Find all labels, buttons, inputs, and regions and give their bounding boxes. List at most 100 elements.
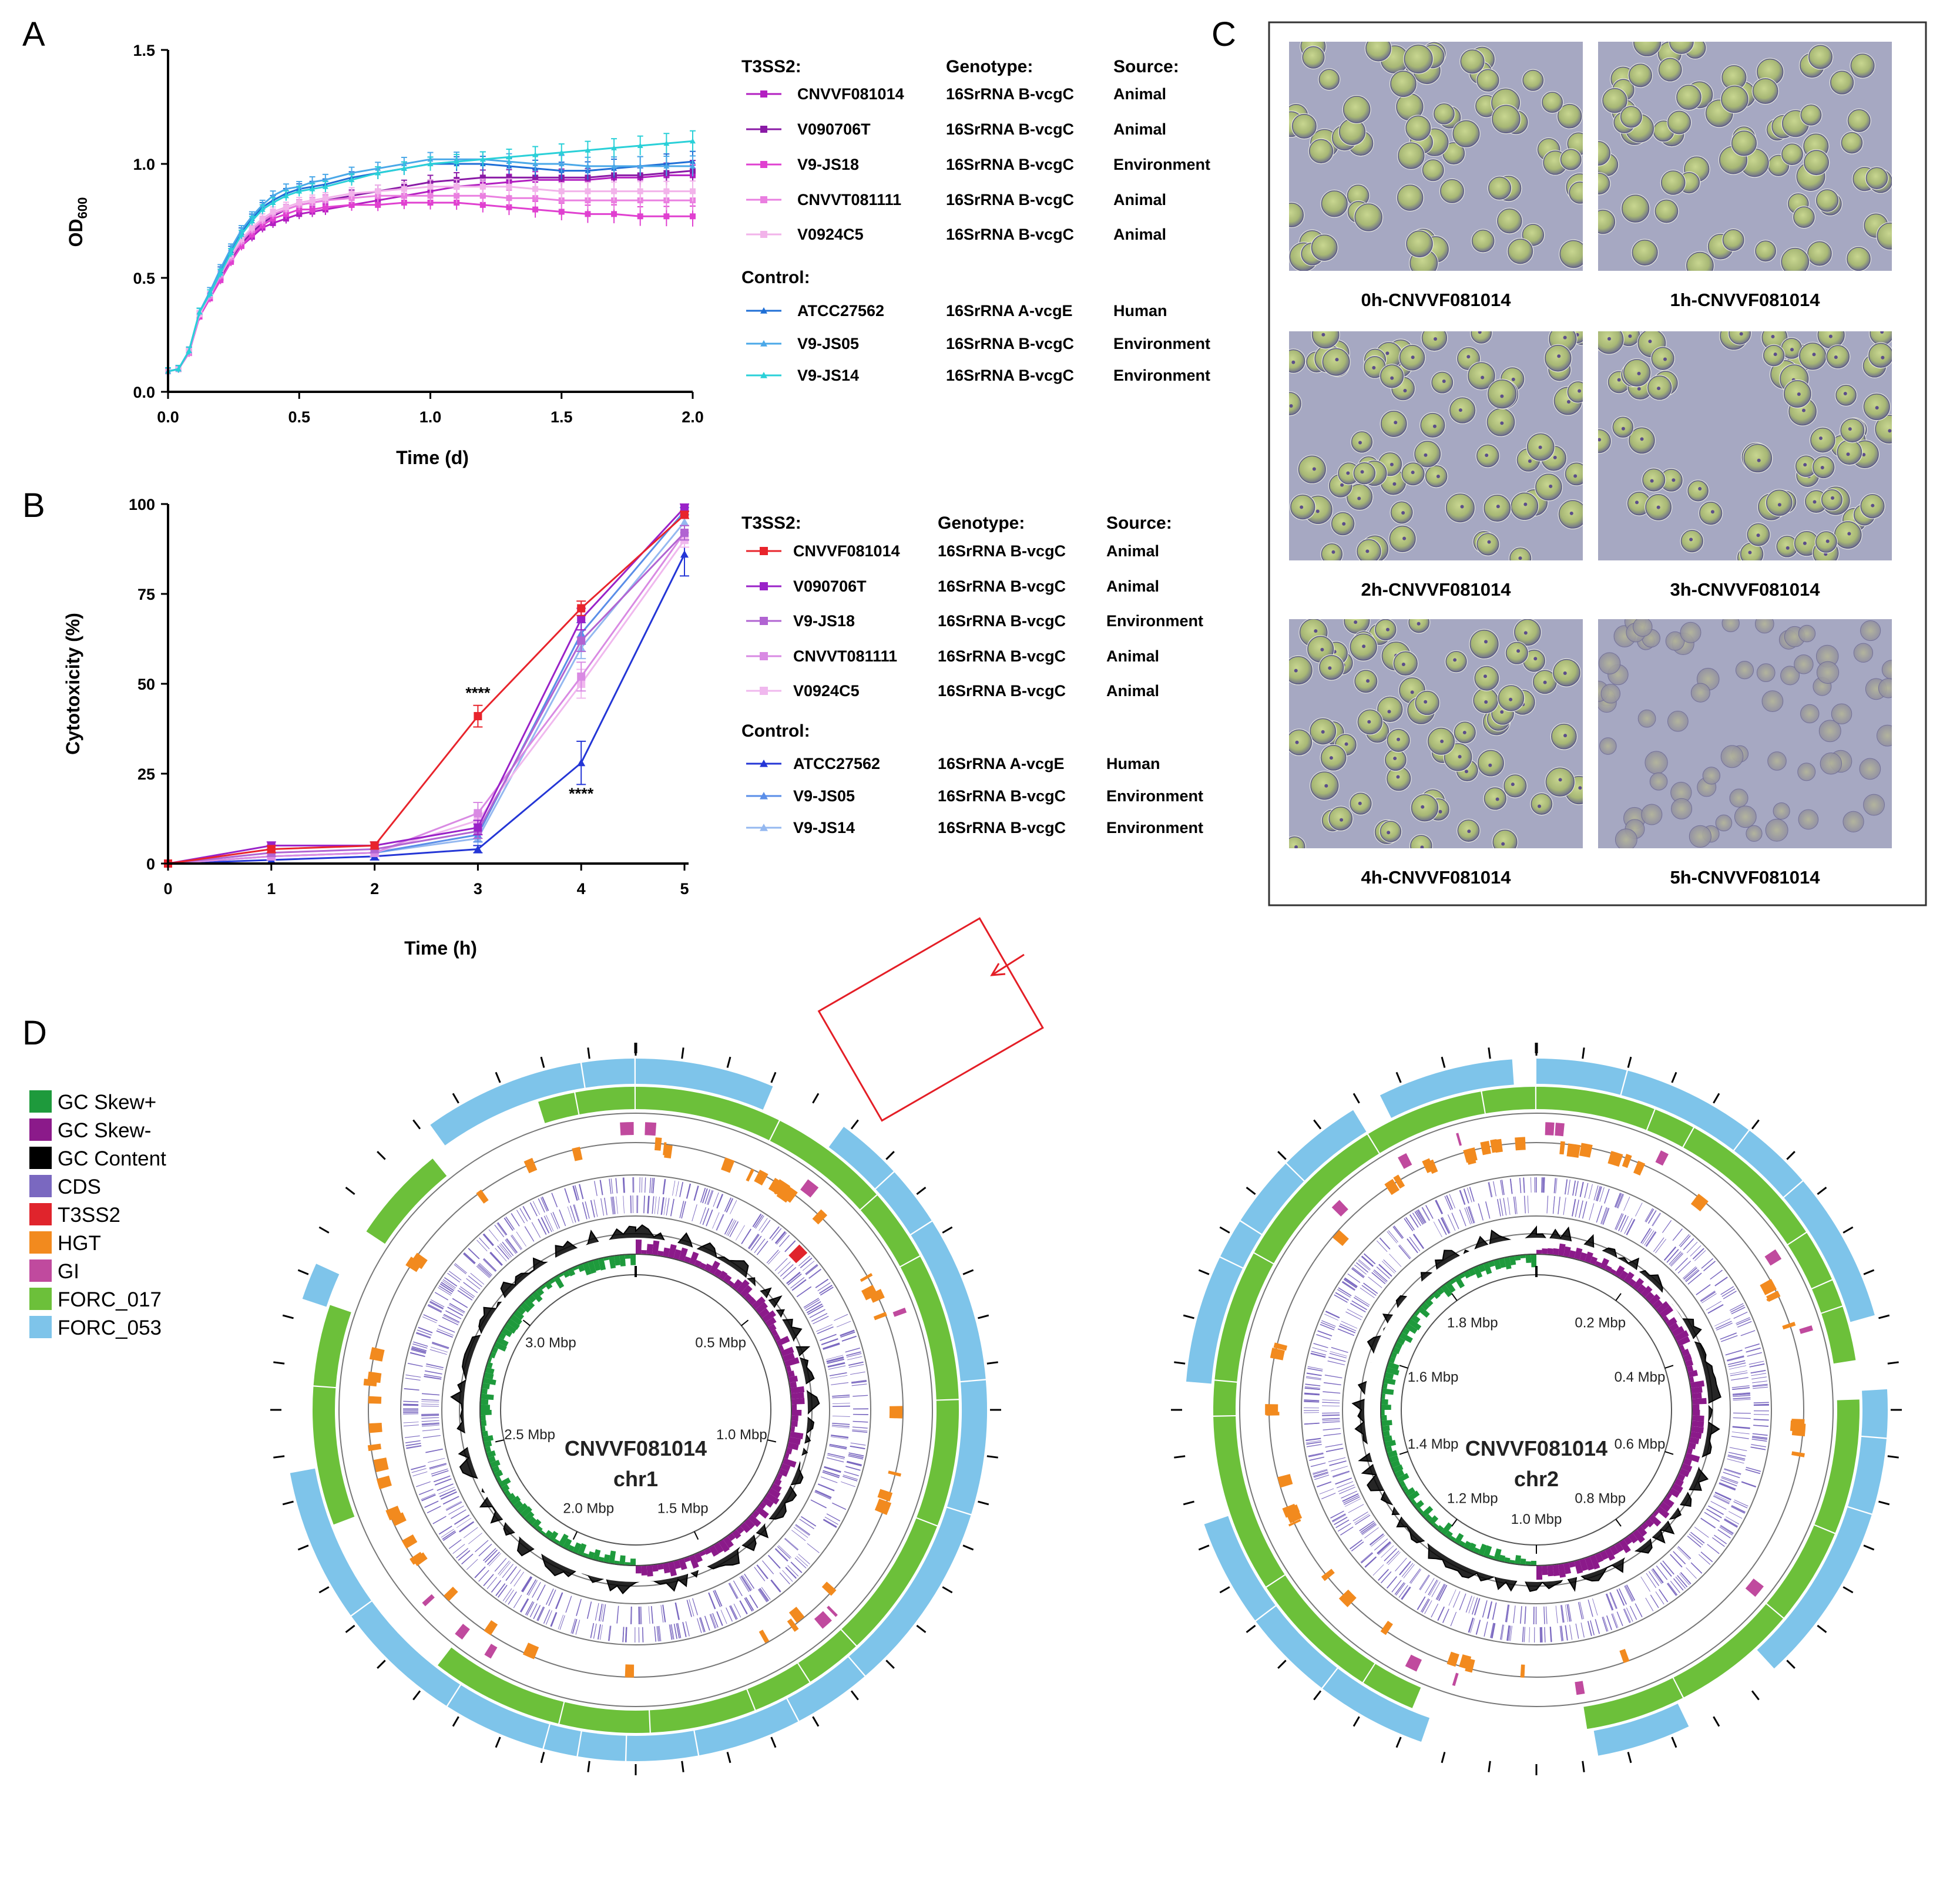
cds-feature	[538, 1198, 545, 1213]
gc-skew-negative	[1674, 1330, 1689, 1342]
lysed-cell	[1820, 753, 1842, 775]
cds-feature	[679, 1182, 684, 1197]
cds-feature	[795, 1524, 811, 1536]
cds-feature	[1368, 1277, 1382, 1288]
cds-feature	[847, 1356, 862, 1361]
gc-skew-positive	[1413, 1309, 1420, 1316]
cds-feature	[805, 1264, 818, 1275]
micrograph-4	[1289, 619, 1583, 848]
cds-feature	[1322, 1421, 1340, 1423]
cds-feature	[1388, 1551, 1401, 1566]
cds-feature	[525, 1601, 533, 1615]
cds-feature	[848, 1364, 864, 1368]
cds-feature	[1313, 1469, 1328, 1475]
gc-skew-negative	[1615, 1265, 1625, 1278]
cell	[1354, 670, 1378, 693]
cds-feature	[510, 1569, 521, 1584]
cds-feature	[699, 1617, 704, 1633]
cds-feature	[1361, 1553, 1373, 1564]
legend-genotype: 16SrRNA B-vcgC	[938, 577, 1066, 595]
cell	[1405, 115, 1431, 141]
cell	[1397, 184, 1424, 211]
cds-feature	[791, 1279, 807, 1291]
legend-marker	[760, 196, 767, 203]
lysed-cell	[1615, 828, 1637, 848]
gc-skew-positive	[509, 1314, 522, 1325]
gc-skew-negative	[788, 1375, 798, 1383]
ring-forc017	[313, 1386, 355, 1525]
cds-feature	[641, 1177, 643, 1193]
legend-col-source: Source:	[1113, 57, 1179, 76]
outer-tick	[273, 1361, 285, 1365]
gc-skew-negative	[1684, 1453, 1700, 1463]
x-tick-label: 2.0	[682, 408, 704, 426]
outer-tick	[986, 1455, 998, 1459]
ring-forc017	[538, 1093, 579, 1123]
cell-granule	[1432, 424, 1437, 428]
cds-feature	[1730, 1370, 1747, 1375]
data-point	[637, 142, 643, 148]
cell	[1620, 106, 1642, 128]
cell-granule	[1790, 348, 1794, 352]
cds-feature	[542, 1196, 549, 1211]
cds-feature	[852, 1429, 868, 1432]
cell-granule	[1421, 805, 1425, 809]
series-line	[167, 554, 686, 865]
cds-feature	[443, 1496, 459, 1505]
cds-feature	[1732, 1387, 1750, 1390]
ring-forc053	[1593, 1704, 1689, 1756]
outer-tick	[540, 1752, 545, 1764]
legend-source: Human	[1106, 755, 1160, 772]
cds-feature	[502, 1563, 514, 1578]
cds-feature	[483, 1233, 494, 1246]
cds-feature	[1329, 1460, 1347, 1466]
legend-source: Animal	[1106, 682, 1159, 700]
ring-forc053	[764, 1087, 843, 1147]
scale-tick	[1615, 1293, 1622, 1301]
cds-feature	[1484, 1621, 1488, 1637]
data-point	[558, 149, 565, 155]
cell-granule	[1875, 406, 1879, 410]
cds-feature	[511, 1213, 520, 1227]
cds-feature	[421, 1423, 439, 1426]
cell	[1865, 167, 1888, 190]
cds-feature	[441, 1492, 457, 1500]
cds-feature	[1328, 1457, 1346, 1463]
cds-feature	[1496, 1198, 1501, 1217]
cds-feature	[1428, 1579, 1438, 1596]
cds-feature	[694, 1185, 699, 1201]
cds-feature	[1667, 1583, 1678, 1596]
cds-feature	[807, 1305, 824, 1315]
panel-label-a: A	[22, 15, 45, 53]
cds-feature	[1529, 1627, 1530, 1642]
scale-tick	[1451, 1519, 1458, 1527]
cell-granule	[1314, 629, 1318, 633]
gc-skew-negative	[1691, 1386, 1703, 1394]
cds-feature	[1740, 1330, 1756, 1336]
gc-skew-negative	[791, 1404, 797, 1410]
cds-feature	[551, 1193, 558, 1208]
gc-skew-negative	[744, 1293, 753, 1302]
cell-granule	[1372, 365, 1376, 370]
cds-feature	[774, 1549, 788, 1562]
cell	[1445, 651, 1467, 673]
hgt-block	[625, 1664, 635, 1678]
legend-col-genotype: Genotype:	[938, 513, 1025, 533]
cds-feature	[639, 1606, 641, 1624]
gc-skew-negative	[1569, 1561, 1576, 1568]
cds-feature	[1304, 1393, 1320, 1396]
gc-skew-negative	[782, 1458, 797, 1468]
cell	[1651, 347, 1674, 370]
cds-feature	[660, 1605, 664, 1623]
cds-feature	[846, 1462, 862, 1467]
legend-col-genotype: Genotype:	[946, 57, 1033, 76]
data-point	[680, 518, 689, 526]
legend-genotype: 16SrRNA B-vcgC	[946, 367, 1074, 384]
cds-feature	[780, 1264, 794, 1277]
gc-skew-positive	[482, 1372, 494, 1380]
cds-feature	[1685, 1269, 1700, 1282]
hgt-block	[1282, 1503, 1298, 1518]
data-point	[680, 503, 689, 512]
cds-feature	[529, 1202, 538, 1217]
cds-feature	[845, 1348, 860, 1353]
